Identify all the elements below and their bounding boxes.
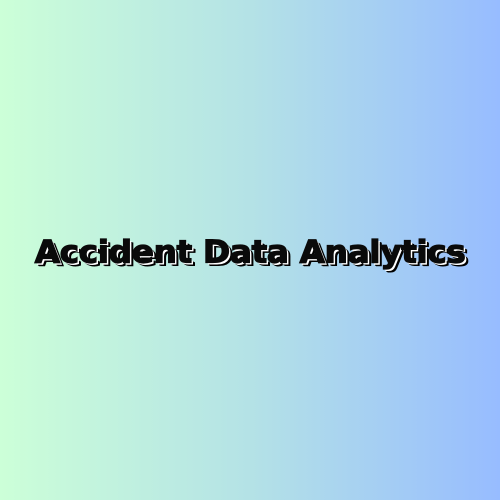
page-title: Accident Data Analytics: [34, 232, 467, 270]
